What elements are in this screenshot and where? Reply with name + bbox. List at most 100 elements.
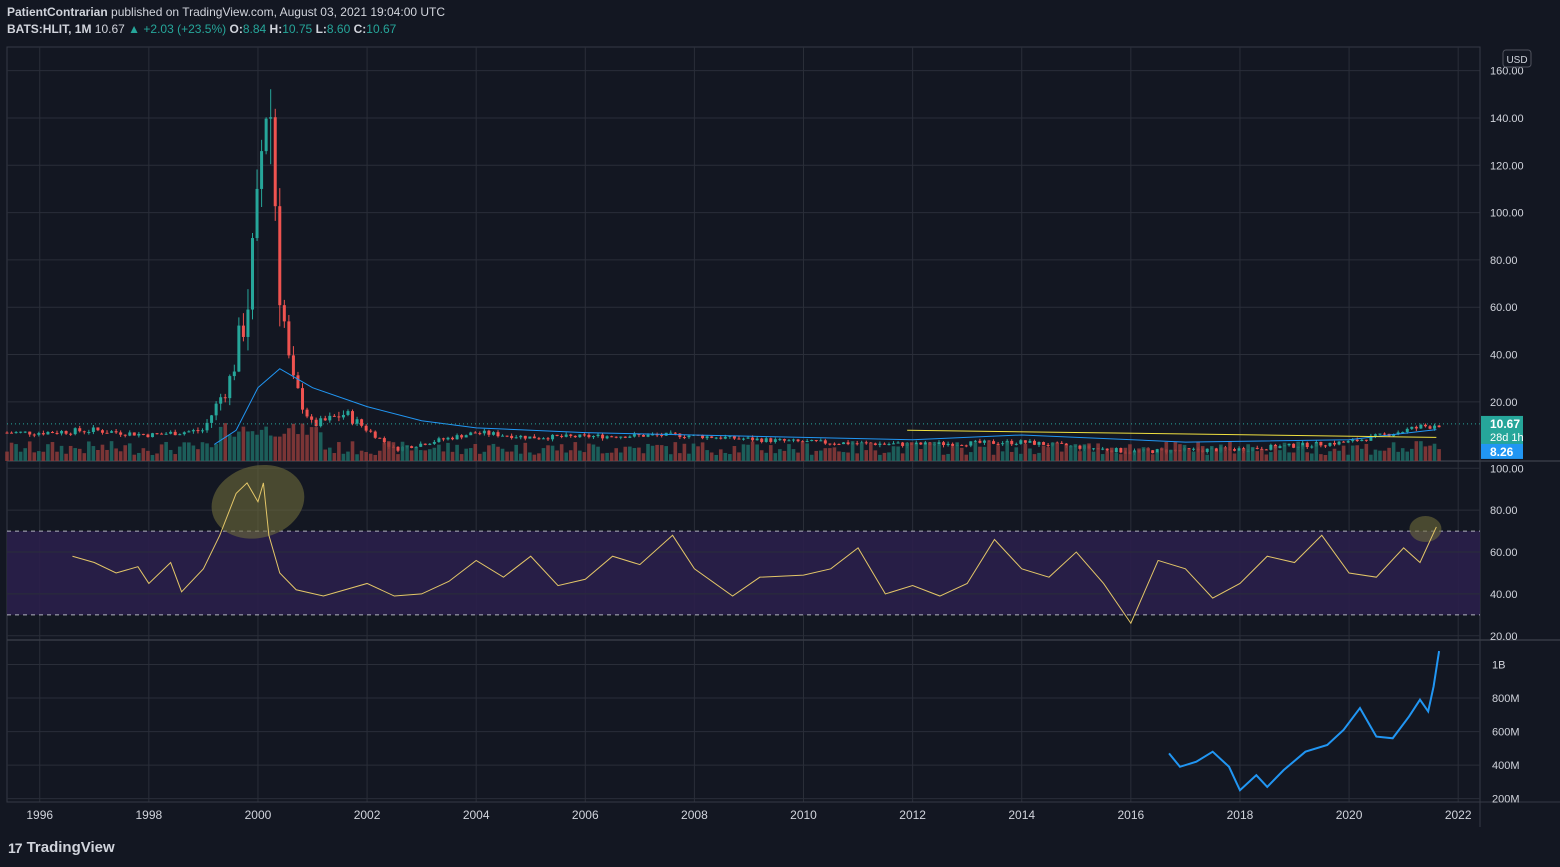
candle-body [1114,448,1118,453]
volume-bar [209,447,214,461]
candle-body [1119,448,1123,453]
candle-body [846,442,850,445]
volume-bar [1264,454,1269,461]
volume-bar [932,441,937,461]
volume-bar [1023,443,1028,461]
candle-body [669,432,673,434]
candle-body [69,433,73,435]
volume-bar [296,434,300,461]
volume-bar [714,454,719,461]
volume-bar [641,453,646,461]
candle-body [660,434,664,436]
volume-bar [1428,445,1432,461]
candle-body [1423,424,1427,427]
candle-body [764,438,768,442]
indicator-tick-label: 200M [1492,794,1520,806]
candle-body [464,435,468,438]
candle-body [710,436,714,438]
volume-bar [509,451,514,461]
candle-body [569,434,573,436]
volume-bar [327,447,332,461]
candle-body [1310,446,1314,448]
candle-body [1369,435,1373,441]
volume-bar [573,442,578,461]
candle-body [441,438,445,440]
volume-bar [891,446,896,461]
volume-bar [1414,441,1419,461]
volume-bar [346,451,350,461]
volume-bar [1064,445,1069,461]
high-label: H: [269,22,283,36]
indicator-tick-label: 1B [1492,659,1505,671]
candle-body [792,439,796,441]
candle-body [96,427,100,431]
candle-body [532,436,536,439]
volume-bar [191,445,196,461]
candle-body [673,432,677,434]
currency-label: USD [1506,55,1527,66]
candle-body [351,411,355,424]
candle-body [78,428,82,432]
volume-bar [482,451,487,461]
volume-bar [1078,451,1082,461]
candle-body [1155,449,1159,454]
volume-bar [173,454,178,461]
candle-body [773,439,777,442]
candle-body [828,443,832,445]
publisher-name[interactable]: PatientContrarian [7,5,108,19]
volume-bar [505,451,509,461]
volume-bar [109,441,114,461]
candle-body [469,432,473,436]
volume-bar [1073,444,1078,461]
candle-body [1010,440,1014,445]
volume-bar [623,446,628,461]
symbol-label[interactable]: BATS:HLIT, 1M [7,22,92,36]
volume-bar [868,442,873,461]
candle-body [264,118,268,152]
volume-bar [264,426,268,461]
y-tick-label: 80.00 [1490,255,1518,267]
volume-bar [282,433,287,461]
volume-bar [991,454,996,461]
candle-body [328,415,332,421]
tradingview-brand[interactable]: 17 TradingView [8,839,115,856]
volume-bar [600,453,605,461]
candle-body [1192,448,1196,450]
ma-price-box [1481,443,1523,459]
volume-bar [796,452,800,461]
volume-bar [528,452,532,461]
candle-body [878,443,882,445]
volume-bar [905,442,909,461]
candle-body [1337,441,1341,445]
volume-bar [300,423,305,461]
candle-body [423,443,427,445]
volume-bar [73,448,77,461]
volume-bar [814,450,819,461]
volume-bar [737,452,741,461]
candle-body [182,432,186,435]
volume-bar [568,450,573,461]
candle-body [105,432,109,434]
candle-body [1214,448,1218,452]
volume-bar [700,442,705,461]
volume-bar [1364,443,1369,461]
candle-body [742,438,745,440]
volume-bar [1355,445,1360,461]
rsi-highlight-ellipse [1409,516,1442,543]
low-label: L: [315,22,327,36]
indicator-tick-label: 800M [1492,693,1520,705]
last-price-label: 10.67 [1490,417,1520,431]
volume-bar [96,449,100,461]
volume-bar [41,451,46,461]
volume-bar [1273,446,1278,461]
volume-bar [809,454,814,461]
volume-bar [959,447,964,461]
candle-body [987,440,991,442]
candle-body [355,419,359,424]
volume-bar [828,448,832,461]
volume-bar [1237,450,1241,461]
rsi-tick-label: 60.00 [1490,547,1518,559]
candle-body [555,434,559,436]
volume-bar [941,454,946,461]
